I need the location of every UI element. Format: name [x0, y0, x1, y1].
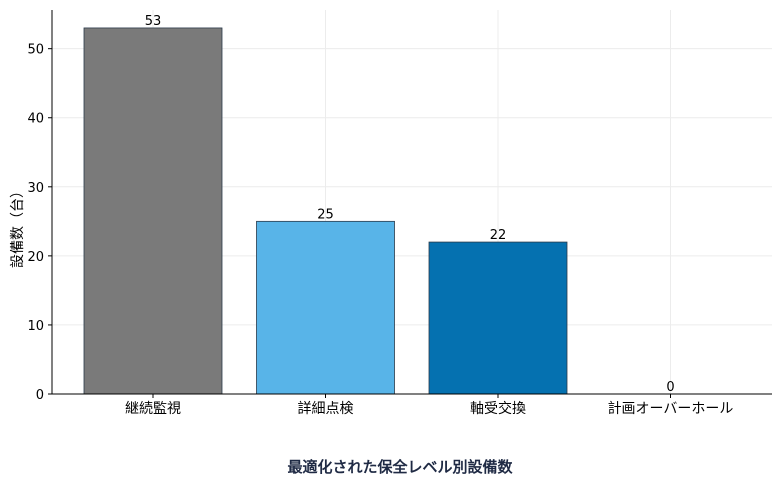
y-tick-label: 20 [27, 250, 44, 265]
x-tick-label: 軸受交換 [470, 400, 526, 417]
x-tick-label: 詳細点検 [298, 401, 354, 417]
bar-2 [256, 220, 395, 395]
y-tick-label: 40 [27, 112, 44, 127]
data-label: 25 [317, 207, 334, 222]
y-tick-label: 10 [27, 319, 44, 334]
data-label: 0 [666, 380, 674, 395]
x-tick-label: 計画オーバーホール [608, 401, 734, 417]
x-tick-label: 継続監視 [125, 400, 181, 417]
y-axis-label: 設備数（台） [10, 184, 26, 268]
y-tick-label: 0 [36, 388, 44, 403]
bar-3 [428, 241, 568, 395]
y-tick-label: 50 [27, 43, 44, 58]
data-label: 22 [490, 228, 507, 243]
bar-chart: 0 10 20 30 40 50 継続監視 詳細点検 軸受交換 計画オーバーホール 53 25 22 0… [10, 10, 772, 417]
data-label: 53 [145, 14, 162, 29]
chart-caption: 最適化された保全レベル別設備数 [287, 458, 513, 476]
bar-1 [83, 27, 223, 395]
axes-layer: 0 10 20 30 40 50 継続監視 詳細点検 軸受交換 計画オーバーホール [27, 10, 772, 417]
labels-layer: 53 25 22 0 [145, 14, 675, 395]
y-tick-label: 30 [27, 181, 44, 196]
bars-layer [83, 27, 568, 395]
